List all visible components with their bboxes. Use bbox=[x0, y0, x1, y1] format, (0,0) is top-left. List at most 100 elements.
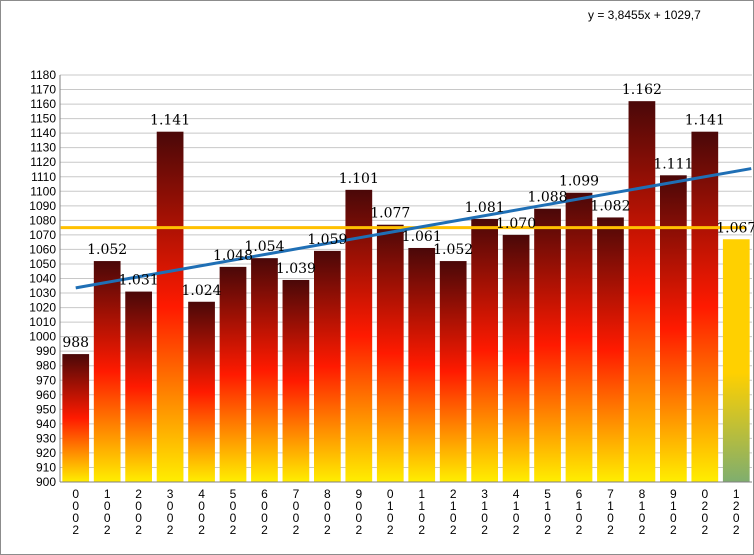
bar bbox=[628, 101, 656, 483]
x-tick-label: 2 bbox=[324, 523, 331, 537]
y-tick-label: 1040 bbox=[29, 272, 56, 286]
x-tick-label: 0 bbox=[135, 499, 142, 513]
y-tick-label: 1140 bbox=[30, 126, 56, 140]
x-tick-label: 0 bbox=[355, 499, 362, 513]
x-tick-label: 2 bbox=[198, 523, 205, 537]
bar bbox=[565, 192, 593, 482]
x-tick-label: 0 bbox=[701, 511, 708, 525]
x-tick-label: 0 bbox=[293, 499, 300, 513]
y-tick-label: 1070 bbox=[29, 228, 56, 242]
x-tick-label: 1 bbox=[607, 499, 614, 513]
x-tick-label: 2 bbox=[135, 487, 142, 501]
x-tick-label: 0 bbox=[104, 499, 111, 513]
y-tick-label: 990 bbox=[36, 344, 56, 358]
bar bbox=[188, 301, 215, 482]
bar bbox=[439, 261, 467, 482]
x-tick-label: 2 bbox=[230, 523, 237, 537]
bar bbox=[282, 279, 310, 482]
y-tick-label: 1090 bbox=[29, 199, 56, 213]
y-tick-label: 1160 bbox=[30, 97, 56, 111]
x-tick-label: 2 bbox=[513, 523, 520, 537]
x-tick-label: 5 bbox=[230, 487, 237, 501]
x-tick-label: 1 bbox=[733, 487, 740, 501]
x-tick-label: 0 bbox=[544, 511, 551, 525]
x-tick-label: 0 bbox=[481, 511, 488, 525]
bar bbox=[345, 189, 373, 482]
y-tick-label: 1080 bbox=[29, 213, 56, 227]
bar bbox=[313, 250, 341, 482]
x-tick-label: 2 bbox=[701, 499, 708, 513]
x-tick-label: 2 bbox=[104, 523, 111, 537]
x-tick-label: 0 bbox=[104, 511, 111, 525]
data-label: 1.054 bbox=[244, 239, 284, 255]
bar bbox=[722, 239, 750, 482]
y-tick-label: 940 bbox=[36, 417, 56, 431]
data-label: 1.141 bbox=[685, 113, 725, 129]
x-tick-label: 1 bbox=[418, 499, 425, 513]
data-label: 1.101 bbox=[339, 171, 379, 187]
x-tick-label: 0 bbox=[167, 499, 174, 513]
x-tick-label: 7 bbox=[293, 487, 300, 501]
bar bbox=[376, 224, 404, 483]
x-tick-label: 1 bbox=[670, 499, 677, 513]
x-tick-label: 6 bbox=[576, 487, 583, 501]
x-tick-label: 0 bbox=[576, 511, 583, 525]
y-tick-label: 910 bbox=[36, 460, 56, 474]
bar bbox=[691, 131, 719, 483]
x-tick-label: 9 bbox=[355, 487, 362, 501]
x-tick-label: 0 bbox=[72, 511, 79, 525]
y-tick-label: 1100 bbox=[30, 184, 56, 198]
x-tick-label: 2 bbox=[670, 523, 677, 537]
data-label: 1.081 bbox=[465, 200, 505, 216]
trendline bbox=[75, 167, 752, 290]
bar bbox=[219, 266, 247, 482]
data-label: 1.141 bbox=[150, 113, 190, 129]
x-tick-label: 0 bbox=[450, 511, 457, 525]
data-label: 1.067 bbox=[716, 220, 754, 236]
x-tick-label: 0 bbox=[261, 511, 268, 525]
y-tick-label: 1170 bbox=[30, 83, 56, 97]
bar bbox=[408, 247, 436, 482]
x-tick-label: 8 bbox=[639, 487, 646, 501]
x-tick-label: 2 bbox=[607, 523, 614, 537]
x-tick-label: 2 bbox=[167, 523, 174, 537]
data-label: 1.070 bbox=[496, 216, 536, 232]
x-tick-label: 2 bbox=[293, 523, 300, 537]
x-tick-label: 2 bbox=[733, 499, 740, 513]
data-label: 1.024 bbox=[181, 283, 221, 299]
x-tick-label: 6 bbox=[261, 487, 268, 501]
x-tick-label: 2 bbox=[639, 523, 646, 537]
data-label: 1.111 bbox=[653, 156, 693, 172]
y-tick-label: 900 bbox=[36, 475, 56, 489]
y-tick-label: 1110 bbox=[31, 170, 56, 184]
bar bbox=[534, 208, 561, 482]
y-tick-label: 920 bbox=[36, 446, 56, 460]
y-tick-label: 1060 bbox=[29, 242, 56, 256]
x-tick-label: 0 bbox=[230, 511, 237, 525]
x-tick-label: 2 bbox=[72, 523, 79, 537]
x-tick-label: 2 bbox=[576, 523, 583, 537]
data-label: 1.099 bbox=[559, 174, 599, 190]
bar bbox=[659, 175, 687, 482]
x-tick-label: 0 bbox=[135, 511, 142, 525]
x-tick-label: 0 bbox=[670, 511, 677, 525]
y-tick-label: 1020 bbox=[29, 301, 56, 315]
bar bbox=[471, 218, 499, 482]
x-tick-label: 2 bbox=[544, 523, 551, 537]
x-tick-label: 5 bbox=[544, 487, 551, 501]
bar bbox=[251, 258, 278, 482]
bar bbox=[93, 261, 121, 482]
data-label: 1.039 bbox=[276, 261, 316, 277]
x-tick-label: 0 bbox=[324, 511, 331, 525]
x-tick-label: 0 bbox=[418, 511, 425, 525]
x-tick-label: 1 bbox=[418, 487, 425, 501]
data-label: 1.052 bbox=[433, 242, 473, 258]
x-tick-label: 0 bbox=[293, 511, 300, 525]
x-tick-label: 1 bbox=[513, 499, 520, 513]
x-tick-label: 2 bbox=[387, 523, 394, 537]
x-tick-label: 0 bbox=[72, 487, 79, 501]
x-tick-label: 2 bbox=[261, 523, 268, 537]
data-label: 1.061 bbox=[402, 229, 442, 245]
data-label: 1.048 bbox=[213, 248, 253, 264]
